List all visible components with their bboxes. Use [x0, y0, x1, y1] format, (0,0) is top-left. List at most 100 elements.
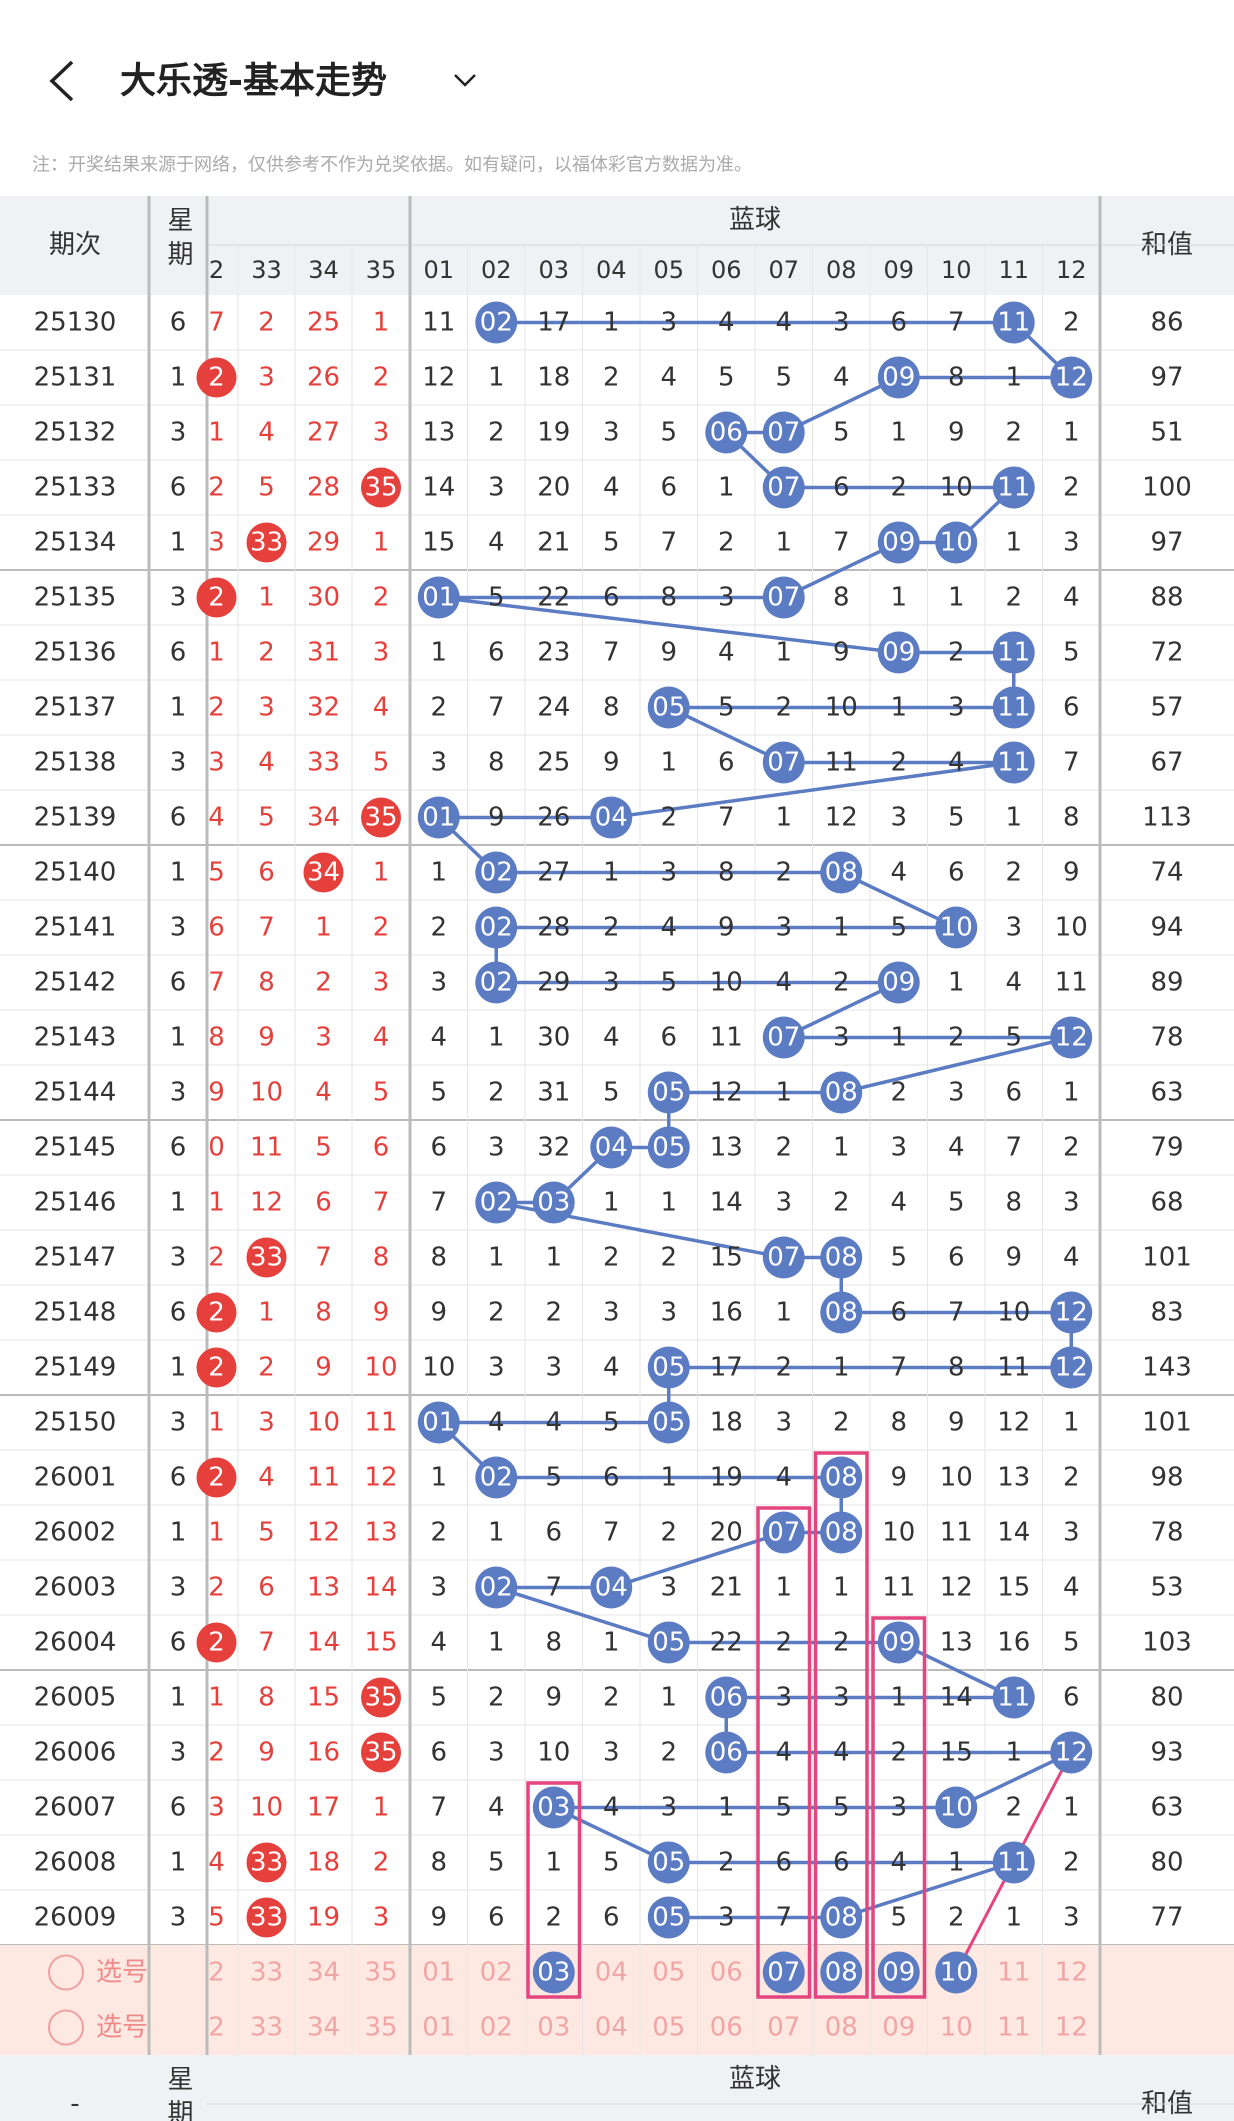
blue-number: 7	[890, 1353, 907, 1383]
blue-number: 09	[882, 638, 915, 668]
pick-blue[interactable]: 01	[422, 1958, 455, 1988]
sum: 68	[1150, 1188, 1183, 1218]
pick-blue[interactable]: 03	[537, 2013, 570, 2043]
period: 26008	[34, 1848, 117, 1878]
pick-blue[interactable]: 01	[422, 2013, 455, 2043]
pick-red[interactable]: 35	[364, 2013, 397, 2043]
red-ball	[196, 1457, 237, 1498]
pick-blue[interactable]: 06	[710, 1958, 743, 1988]
blue-ball	[935, 906, 978, 949]
red-col: 33	[251, 256, 282, 284]
back-button[interactable]	[49, 60, 74, 102]
blue-ball	[935, 1786, 978, 1829]
blue-number: 2	[1063, 473, 1080, 503]
red-number: 2	[208, 363, 225, 393]
blue-col: 08	[826, 256, 857, 284]
red-number: 7	[373, 1188, 390, 1218]
pick-blue[interactable]: 08	[825, 2013, 858, 2043]
weekday: 1	[170, 1188, 187, 1218]
blue-ball	[820, 1236, 863, 1279]
pick-label[interactable]: 选号	[96, 2013, 148, 2043]
pick-red[interactable]: 2	[208, 2013, 225, 2043]
red-number: 5	[208, 858, 225, 888]
red-number: 1	[208, 1188, 225, 1218]
pick-red[interactable]: 33	[250, 2013, 283, 2043]
pick-blue[interactable]: 02	[480, 1958, 513, 1988]
blue-number: 12	[1055, 1298, 1088, 1328]
blue-number: 4	[430, 1628, 447, 1658]
red-number: 3	[373, 1903, 390, 1933]
blue-number: 10	[940, 473, 973, 503]
period: 25135	[34, 583, 117, 613]
period: 26001	[34, 1463, 117, 1493]
blue-number: 2	[1005, 418, 1022, 448]
blue-number: 26	[537, 803, 570, 833]
pick-blue[interactable]: 12	[1055, 1958, 1088, 1988]
blue-number: 9	[890, 1463, 907, 1493]
title-dropdown[interactable]	[454, 74, 476, 87]
period: 26003	[34, 1573, 117, 1603]
blue-ball	[647, 1896, 690, 1939]
blue-number: 4	[833, 363, 850, 393]
red-number: 29	[307, 528, 340, 558]
pick-blue[interactable]: 08	[825, 1958, 858, 1988]
pick-radio[interactable]	[48, 1954, 84, 1991]
weekday: 6	[170, 638, 187, 668]
blue-number: 06	[710, 1683, 743, 1713]
blue-number: 4	[488, 1793, 505, 1823]
pick-red[interactable]: 34	[307, 2013, 340, 2043]
blue-number: 08	[825, 1903, 858, 1933]
blue-number: 1	[948, 1848, 965, 1878]
page-title[interactable]: 大乐透-基本走势	[120, 61, 387, 102]
pick-blue[interactable]: 04	[595, 2013, 628, 2043]
blue-number: 4	[430, 1023, 447, 1053]
pick-red[interactable]: 33	[250, 1958, 283, 1988]
blue-number: 15	[422, 528, 455, 558]
pick-blue[interactable]: 11	[997, 1958, 1030, 1988]
pick-blue[interactable]: 09	[882, 2013, 915, 2043]
pick-blue[interactable]: 04	[595, 1958, 628, 1988]
blue-number: 2	[430, 1518, 447, 1548]
red-number: 5	[258, 803, 275, 833]
pick-blue[interactable]: 07	[767, 2013, 800, 2043]
blue-number: 9	[948, 418, 965, 448]
col-blue: 蓝球	[729, 2064, 781, 2094]
red-number: 30	[307, 583, 340, 613]
blue-number: 1	[430, 638, 447, 668]
pick-blue[interactable]: 07	[767, 1958, 800, 1988]
pick-blue[interactable]: 06	[710, 2013, 743, 2043]
blue-number: 3	[603, 418, 620, 448]
pick-blue[interactable]: 10	[940, 2013, 973, 2043]
pick-red[interactable]: 2	[208, 1958, 225, 1988]
pick-blue[interactable]: 10	[940, 1958, 973, 1988]
blue-number: 8	[430, 1243, 447, 1273]
pick-blue[interactable]: 12	[1055, 2013, 1088, 2043]
blue-number: 04	[595, 1573, 628, 1603]
pick-blue[interactable]: 02	[480, 2013, 513, 2043]
pick-blue[interactable]: 05	[652, 1958, 685, 1988]
blue-ball	[992, 741, 1035, 784]
pick-red[interactable]: 34	[307, 1958, 340, 1988]
blue-number: 9	[1063, 858, 1080, 888]
pick-label[interactable]: 选号	[96, 1958, 148, 1988]
blue-number: 08	[825, 1298, 858, 1328]
weekday: 1	[170, 528, 187, 558]
pick-radio[interactable]	[48, 2009, 84, 2046]
blue-number: 2	[660, 1738, 677, 1768]
pick-blue[interactable]: 09	[882, 1958, 915, 1988]
red-col: 35	[366, 256, 397, 284]
pick-blue[interactable]: 05	[652, 2013, 685, 2043]
blue-number: 10	[940, 528, 973, 558]
pick-blue[interactable]: 03	[537, 1958, 570, 1988]
red-number: 1	[208, 1408, 225, 1438]
blue-ball	[475, 961, 518, 1004]
red-number: 10	[364, 1353, 397, 1383]
pick-red[interactable]: 35	[364, 1958, 397, 1988]
pick-blue[interactable]: 11	[997, 2013, 1030, 2043]
blue-number: 5	[603, 1848, 620, 1878]
weekday: 3	[170, 1243, 187, 1273]
red-number: 2	[373, 583, 390, 613]
blue-number: 23	[537, 638, 570, 668]
blue-number: 09	[882, 528, 915, 558]
sum: 86	[1150, 308, 1183, 338]
